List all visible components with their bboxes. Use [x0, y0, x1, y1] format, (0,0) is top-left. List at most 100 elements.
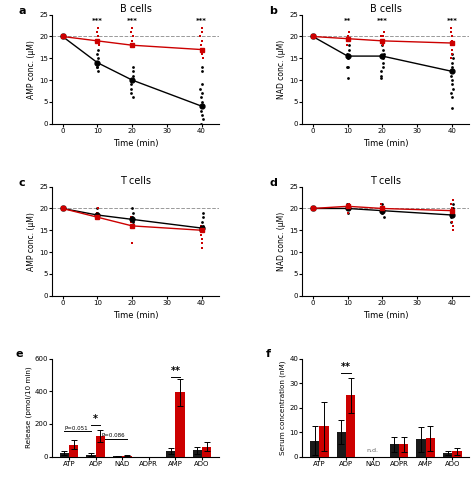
- Point: [94, 63, 101, 71]
- Point: [94, 67, 101, 75]
- Point: [380, 28, 387, 36]
- Text: f: f: [266, 349, 271, 359]
- Point: [344, 55, 352, 62]
- Point: [128, 240, 136, 247]
- Bar: [426, 438, 435, 457]
- Point: [344, 50, 351, 58]
- Point: [448, 93, 456, 101]
- Text: *: *: [93, 414, 98, 424]
- Point: [198, 63, 206, 71]
- Point: [129, 76, 137, 84]
- Point: [449, 196, 457, 204]
- Bar: [337, 432, 346, 457]
- Point: [199, 244, 206, 251]
- Point: [129, 63, 137, 71]
- Point: [448, 32, 456, 40]
- Text: ***: ***: [92, 18, 103, 24]
- Point: [59, 205, 66, 213]
- X-axis label: Time (min): Time (min): [363, 139, 409, 148]
- Point: [198, 226, 206, 234]
- Point: [380, 213, 387, 221]
- Point: [94, 213, 101, 221]
- Text: ***: ***: [447, 18, 457, 24]
- Text: ***: ***: [127, 18, 137, 24]
- Text: b: b: [269, 6, 277, 16]
- Point: [449, 222, 456, 230]
- Y-axis label: NAD conc. (μM): NAD conc. (μM): [277, 212, 286, 271]
- Point: [379, 205, 387, 213]
- Point: [448, 46, 456, 54]
- Text: P=0.051: P=0.051: [64, 426, 88, 431]
- Point: [198, 81, 206, 88]
- Title: T cells: T cells: [370, 176, 401, 186]
- Bar: [69, 445, 78, 457]
- Title: T cells: T cells: [120, 176, 151, 186]
- Text: ***: ***: [196, 18, 207, 24]
- X-axis label: Time (min): Time (min): [363, 311, 409, 320]
- Point: [379, 32, 386, 40]
- Point: [449, 85, 456, 93]
- Point: [198, 240, 205, 247]
- X-axis label: Time (min): Time (min): [113, 311, 158, 320]
- Point: [199, 218, 206, 225]
- Point: [344, 209, 352, 217]
- Point: [198, 89, 206, 97]
- Point: [129, 209, 137, 217]
- Point: [93, 37, 101, 45]
- Y-axis label: Serum concentration (nM): Serum concentration (nM): [280, 360, 286, 455]
- Point: [380, 63, 387, 71]
- Point: [344, 41, 351, 49]
- Bar: [122, 456, 132, 457]
- Point: [197, 226, 204, 234]
- Point: [377, 37, 385, 45]
- Point: [447, 41, 455, 49]
- Point: [129, 41, 137, 49]
- Point: [95, 46, 102, 54]
- Point: [377, 74, 385, 82]
- Text: P=0.086: P=0.086: [102, 433, 126, 438]
- Point: [59, 205, 67, 213]
- Point: [198, 111, 205, 119]
- Bar: [399, 444, 409, 457]
- Point: [198, 24, 206, 32]
- Point: [448, 81, 456, 88]
- Point: [345, 200, 353, 208]
- Point: [198, 93, 205, 101]
- Point: [199, 98, 206, 106]
- Bar: [417, 439, 426, 457]
- Point: [379, 209, 386, 217]
- Bar: [86, 455, 96, 457]
- Point: [345, 46, 353, 54]
- Bar: [346, 395, 355, 457]
- Bar: [443, 453, 452, 457]
- Point: [128, 213, 136, 221]
- Point: [380, 50, 387, 58]
- Point: [197, 85, 204, 93]
- Point: [344, 32, 352, 40]
- Point: [197, 120, 204, 128]
- Point: [344, 205, 351, 213]
- Point: [309, 205, 317, 213]
- Point: [448, 205, 456, 213]
- Point: [379, 200, 386, 208]
- Point: [449, 55, 457, 62]
- Point: [448, 76, 456, 84]
- Point: [377, 72, 385, 80]
- Point: [448, 67, 456, 75]
- Y-axis label: AMP conc. (μM): AMP conc. (μM): [27, 212, 36, 271]
- Point: [380, 55, 387, 62]
- Point: [95, 205, 102, 213]
- Point: [94, 213, 101, 221]
- Point: [344, 200, 351, 208]
- Point: [345, 37, 352, 45]
- Point: [447, 28, 455, 36]
- Point: [129, 218, 137, 225]
- Point: [199, 213, 207, 221]
- Point: [128, 37, 136, 45]
- Point: [197, 222, 204, 230]
- Bar: [166, 451, 175, 457]
- Text: n.d.: n.d.: [366, 448, 379, 453]
- Point: [199, 209, 207, 217]
- Point: [447, 200, 455, 208]
- Point: [94, 28, 101, 36]
